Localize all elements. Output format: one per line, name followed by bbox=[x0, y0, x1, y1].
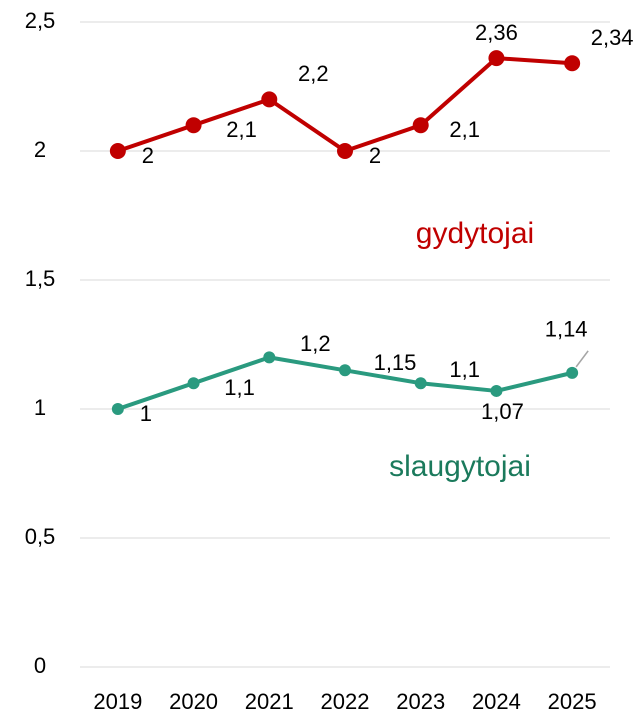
y-tick-label: 2 bbox=[34, 137, 46, 162]
data-point bbox=[109, 143, 126, 159]
data-point bbox=[566, 366, 579, 379]
x-tick-label: 2025 bbox=[548, 689, 597, 714]
data-label: 2,1 bbox=[449, 117, 480, 142]
data-point bbox=[187, 377, 200, 390]
data-point bbox=[488, 50, 505, 67]
data-label: 1,15 bbox=[374, 350, 417, 375]
x-tick-label: 2021 bbox=[245, 689, 294, 714]
series-name: gydytojai bbox=[416, 217, 534, 250]
series-name: slaugytojai bbox=[389, 450, 531, 483]
data-point bbox=[490, 384, 503, 397]
data-point bbox=[564, 55, 581, 72]
data-label: 1,2 bbox=[300, 331, 331, 356]
data-label: 2,1 bbox=[226, 117, 257, 142]
data-point bbox=[263, 351, 276, 364]
y-tick-label: 0 bbox=[34, 653, 46, 678]
data-point bbox=[337, 143, 353, 159]
data-point bbox=[414, 377, 427, 390]
x-tick-label: 2022 bbox=[321, 689, 370, 714]
data-label: 2 bbox=[142, 143, 154, 168]
data-point bbox=[261, 91, 278, 108]
data-label: 1,07 bbox=[481, 399, 524, 424]
data-label: 2,36 bbox=[475, 20, 518, 45]
series-line bbox=[117, 56, 573, 153]
data-label: 1,1 bbox=[449, 357, 480, 382]
x-tick-label: 2024 bbox=[472, 689, 521, 714]
x-tick-label: 2019 bbox=[93, 689, 142, 714]
data-label: 1 bbox=[140, 401, 152, 426]
data-point bbox=[412, 117, 429, 134]
data-label: 2 bbox=[369, 143, 381, 168]
x-tick-label: 2020 bbox=[169, 689, 218, 714]
y-tick-label: 1 bbox=[34, 395, 46, 420]
data-label: 2,2 bbox=[298, 61, 329, 86]
data-point bbox=[185, 117, 202, 134]
x-tick-label: 2023 bbox=[396, 689, 445, 714]
data-point bbox=[339, 364, 351, 377]
y-tick-label: 2,5 bbox=[25, 8, 56, 33]
data-label: 1,1 bbox=[224, 375, 255, 400]
data-label: 2,34 bbox=[591, 25, 634, 50]
data-label: 1,14 bbox=[545, 317, 588, 342]
y-tick-label: 0,5 bbox=[25, 524, 56, 549]
data-point bbox=[111, 403, 124, 415]
y-tick-label: 1,5 bbox=[25, 266, 56, 291]
leader-line bbox=[575, 350, 589, 368]
